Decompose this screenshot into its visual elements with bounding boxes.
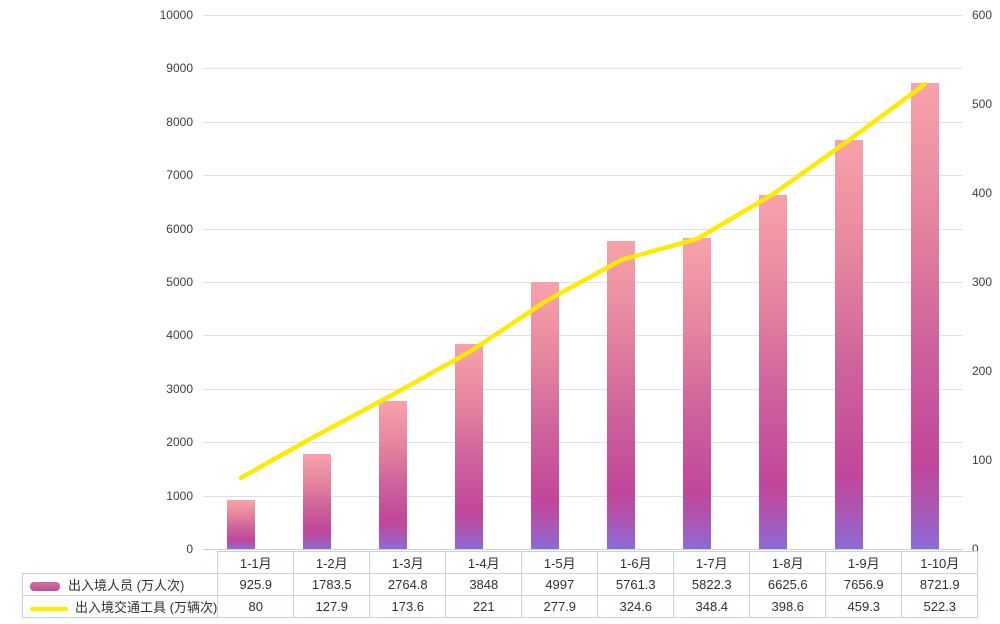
left-axis-tick-label: 3000 xyxy=(166,381,193,396)
data-table: 1-1月 1-2月 1-3月 1-4月 1-5月 1-6月 1-7月 1-8月 1-9月 1-10… xyxy=(21,551,979,618)
bar-1-9月[interactable] xyxy=(835,140,863,549)
legend-label: 出入境人员 (万人次) xyxy=(68,578,185,593)
gridline xyxy=(203,228,963,230)
vehicles-value-cell: 459.3 xyxy=(825,595,903,618)
persons-value-cell: 6625.6 xyxy=(749,573,827,596)
vehicles-value-cell: 80 xyxy=(217,595,295,618)
traffic-line-path[interactable] xyxy=(238,81,928,481)
month-header-cell: 1-2月 xyxy=(293,551,371,574)
bar-1-10月[interactable] xyxy=(911,83,939,549)
month-header-cell: 1-7月 xyxy=(673,551,751,574)
line-series-layer xyxy=(238,81,928,481)
gridline xyxy=(203,15,963,16)
persons-value-cell: 925.9 xyxy=(217,573,295,596)
gridline xyxy=(203,121,963,123)
vehicles-value-cell: 398.6 xyxy=(749,595,827,618)
persons-value-cell: 8721.9 xyxy=(901,573,979,596)
vehicles-value-cell: 324.6 xyxy=(597,595,675,618)
right-axis-tick-label: 0 xyxy=(972,542,979,556)
month-header-cell: 1-6月 xyxy=(597,551,675,574)
left-axis-tick-label: 6000 xyxy=(166,221,193,236)
persons-value-cell: 3848 xyxy=(445,573,523,596)
table-corner-spacer xyxy=(23,552,218,574)
legend-persons: 出入境人员 (万人次) xyxy=(21,573,219,596)
left-axis-tick-label: 5000 xyxy=(166,275,193,289)
left-axis-tick-label: 9000 xyxy=(166,61,193,76)
persons-value-cell: 7656.9 xyxy=(825,573,903,596)
left-axis-tick-label: 7000 xyxy=(166,168,193,183)
right-axis-tick-label: 100 xyxy=(972,453,993,467)
vehicles-value-cell: 348.4 xyxy=(673,595,751,618)
right-axis-tick-label: 500 xyxy=(972,97,993,111)
month-header-cell: 1-1月 xyxy=(217,551,295,574)
legend-vehicles: 出入境交通工具 (万辆次) xyxy=(21,595,219,618)
bar-1-6月[interactable] xyxy=(607,241,635,549)
gridline xyxy=(203,495,963,497)
left-axis-tick-label: 8000 xyxy=(166,114,193,129)
plot-area xyxy=(203,15,963,550)
right-axis-tick-label: 600 xyxy=(972,8,993,22)
gridline xyxy=(203,68,963,70)
left-axis-tick-label: 2000 xyxy=(166,435,193,450)
right-axis-tick-label: 200 xyxy=(972,364,993,378)
bar-series-swatch-icon xyxy=(30,582,60,592)
left-axis-tick-label: 1000 xyxy=(166,488,193,503)
right-axis-tick-label: 300 xyxy=(972,275,993,289)
month-header-cell: 1-5月 xyxy=(521,551,599,574)
gridline xyxy=(203,388,963,390)
persons-value-cell: 2764.8 xyxy=(369,573,447,596)
gridline xyxy=(203,442,963,444)
bar-1-3月[interactable] xyxy=(379,401,407,549)
bar-1-7月[interactable] xyxy=(683,238,711,549)
month-header-cell: 1-4月 xyxy=(445,551,523,574)
vehicles-value-cell: 277.9 xyxy=(521,595,599,618)
month-header-cell: 1-10月 xyxy=(901,551,979,574)
bar-1-2月[interactable] xyxy=(303,453,331,549)
persons-value-cell: 5822.3 xyxy=(673,573,751,596)
left-axis-tick-label: 0 xyxy=(186,542,193,556)
legend-label: 出入境交通工具 (万辆次) xyxy=(75,600,218,615)
vehicles-value-cell: 522.3 xyxy=(901,595,979,618)
bar-1-1月[interactable] xyxy=(227,499,255,549)
bar-1-8月[interactable] xyxy=(759,195,787,549)
month-header-cell: 1-9月 xyxy=(825,551,903,574)
line-series-swatch-icon xyxy=(30,606,68,611)
vehicles-value-cell: 127.9 xyxy=(293,595,371,618)
right-axis-tick-label: 400 xyxy=(972,186,993,200)
left-axis-tick-label: 4000 xyxy=(166,328,193,343)
vehicles-value-cell: 221 xyxy=(445,595,523,618)
gridline xyxy=(203,335,963,337)
month-header-cell: 1-8月 xyxy=(749,551,827,574)
gridline xyxy=(203,175,963,177)
persons-value-cell: 5761.3 xyxy=(597,573,675,596)
bar-1-5月[interactable] xyxy=(531,282,559,549)
persons-value-cell: 4997 xyxy=(521,573,599,596)
gridline xyxy=(203,549,963,550)
bar-1-4月[interactable] xyxy=(455,343,483,549)
left-axis-tick-label: 10000 xyxy=(159,8,193,22)
vehicles-value-cell: 173.6 xyxy=(369,595,447,618)
persons-value-cell: 1783.5 xyxy=(293,573,371,596)
month-header-cell: 1-3月 xyxy=(369,551,447,574)
